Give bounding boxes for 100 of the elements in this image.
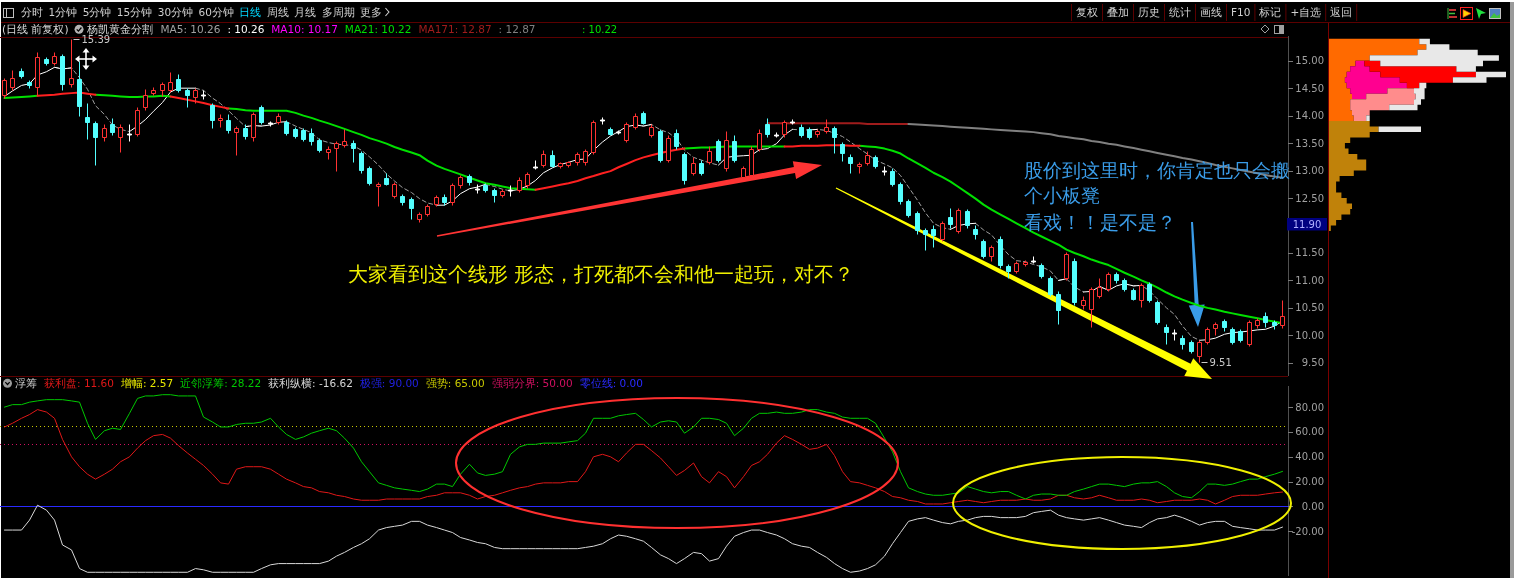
text: 返回 <box>1330 6 1353 18</box>
candlestick <box>790 119 795 125</box>
candlestick <box>1205 327 1210 345</box>
candlestick <box>201 90 206 100</box>
candlestick <box>1213 322 1218 336</box>
line-series <box>4 394 1283 500</box>
text: 历史 <box>1138 6 1160 18</box>
y-tick-label: 13.50 <box>1295 137 1324 149</box>
candlestick <box>359 151 364 174</box>
candlestick <box>450 183 455 206</box>
candlestick <box>60 54 65 91</box>
candlestick <box>956 208 961 234</box>
chart-title: (日线 前复权) <box>2 23 69 35</box>
candlestick <box>1230 327 1235 345</box>
candlestick <box>998 236 1003 269</box>
candlestick <box>981 239 986 259</box>
candlestick <box>749 146 754 178</box>
text: MA21: 10.22 <box>344 23 412 35</box>
candlestick <box>533 160 538 170</box>
candlestick <box>226 114 231 134</box>
candlestick <box>525 172 530 189</box>
candlestick <box>1014 261 1019 274</box>
candlestick <box>85 103 90 140</box>
candlestick <box>1272 320 1277 330</box>
candlestick <box>44 57 49 66</box>
y-tick-label: 11.50 <box>1295 247 1324 259</box>
text: 60分钟 <box>198 6 234 18</box>
annotation: 看戏！！是不是？ <box>1024 211 1176 233</box>
candlestick <box>110 118 115 136</box>
candlestick <box>185 88 190 108</box>
candlestick <box>400 194 405 206</box>
candlestick <box>965 209 970 229</box>
candlestick <box>882 166 887 176</box>
text: 叠加 <box>1107 6 1129 18</box>
text: : 10.26 <box>227 23 265 35</box>
candlestick <box>376 182 381 207</box>
candlestick <box>35 52 40 96</box>
candlestick <box>1172 329 1177 341</box>
candlestick <box>973 225 978 240</box>
candlestick <box>309 128 314 146</box>
candlestick <box>102 124 107 142</box>
candlestick <box>1222 319 1227 332</box>
candlestick <box>857 162 862 174</box>
candlestick <box>583 149 588 166</box>
candlestick <box>566 161 571 168</box>
candlestick <box>160 82 165 97</box>
text: 复权 <box>1076 6 1098 18</box>
legend-label: MA10: 10.17 <box>271 23 338 35</box>
text: 标记 <box>1258 6 1282 18</box>
candlestick <box>425 204 430 217</box>
ref-line-label: 零位线: 0.00 <box>579 377 643 389</box>
annotation: 大家看到这个线形 形态，打死都不会和他一起玩，对不？ <box>348 262 855 286</box>
ref-line-label: 强势: 65.00 <box>425 377 485 389</box>
candlestick <box>616 130 621 135</box>
candlestick <box>765 118 770 138</box>
candlestick <box>218 114 223 128</box>
candlestick <box>682 152 687 185</box>
candlestick <box>741 166 746 180</box>
series-label: 近邻浮筹: 28.22 <box>180 377 262 389</box>
candlestick <box>392 182 397 199</box>
y-tick-label: 14.50 <box>1295 82 1324 94</box>
candlestick <box>1180 335 1185 350</box>
candlestick <box>475 184 480 194</box>
candlestick <box>890 168 895 187</box>
candlestick <box>293 127 298 139</box>
candlestick <box>52 52 57 66</box>
candlestick <box>707 146 712 165</box>
candlestick <box>1039 263 1044 279</box>
text: 5分钟 <box>82 6 112 18</box>
candlestick <box>210 103 215 129</box>
y-tick-label: 20.00 <box>1295 476 1324 488</box>
candlestick <box>351 140 356 163</box>
y-tick-label: 13.00 <box>1295 165 1324 177</box>
candlestick <box>915 211 920 235</box>
candlestick <box>118 124 123 153</box>
candlestick <box>774 132 779 138</box>
candlestick <box>301 128 306 142</box>
candlestick <box>1023 260 1028 267</box>
text: 分时 <box>21 6 43 18</box>
y-tick-label: 60.00 <box>1295 426 1324 438</box>
candlestick <box>575 152 580 166</box>
y-tick-label: 10.00 <box>1295 329 1324 341</box>
candlestick <box>442 194 447 206</box>
candlestick <box>500 189 505 198</box>
candlestick <box>1147 282 1152 303</box>
candlestick <box>1255 318 1260 329</box>
candlestick <box>865 151 870 166</box>
text: 画线 <box>1200 6 1222 18</box>
text: +自选 <box>1290 6 1322 18</box>
legend-label: 增幅: 2.57 <box>119 377 174 389</box>
text: 获利纵横: -16.62 <box>268 377 353 389</box>
text: MA171: 12.87 <box>418 23 492 35</box>
y-tick-label: 11.00 <box>1295 274 1324 286</box>
candlestick <box>384 173 389 186</box>
candlestick <box>641 111 646 125</box>
candlestick <box>77 61 82 117</box>
candlestick <box>10 70 15 91</box>
candlestick <box>284 120 289 136</box>
text: 更多 <box>360 6 383 18</box>
candlestick <box>508 185 513 197</box>
